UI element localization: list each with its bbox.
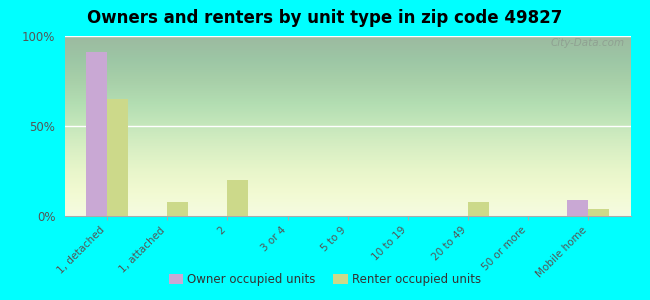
Bar: [468, 202, 489, 216]
Bar: [567, 200, 588, 216]
Bar: [227, 180, 248, 216]
Bar: [107, 99, 128, 216]
Text: City-Data.com: City-Data.com: [551, 38, 625, 48]
Legend: Owner occupied units, Renter occupied units: Owner occupied units, Renter occupied un…: [164, 269, 486, 291]
Text: Owners and renters by unit type in zip code 49827: Owners and renters by unit type in zip c…: [87, 9, 563, 27]
Bar: [167, 202, 188, 216]
Bar: [588, 209, 610, 216]
Bar: [86, 52, 107, 216]
